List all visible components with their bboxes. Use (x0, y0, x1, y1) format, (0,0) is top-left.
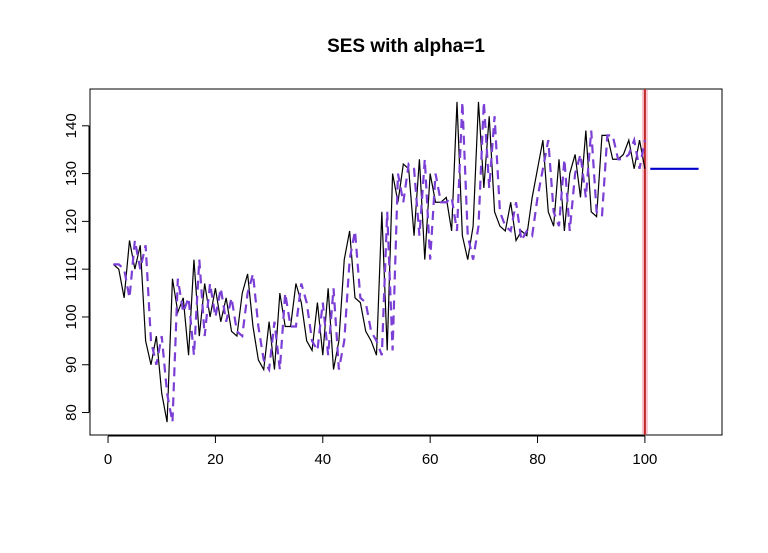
y-tick-label: 120 (63, 209, 80, 234)
y-tick-label: 110 (63, 257, 80, 281)
y-tick-label: 100 (63, 304, 80, 329)
y-tick-label: 80 (63, 404, 80, 421)
y-tick-label: 140 (63, 113, 80, 138)
chart-title: SES with alpha=1 (327, 36, 485, 57)
series-line (113, 101, 646, 423)
y-tick-label: 130 (63, 161, 80, 186)
x-tick-label: 100 (632, 451, 657, 468)
x-tick-label: 40 (314, 451, 331, 468)
plot-frame (89, 88, 723, 436)
series-line (113, 101, 646, 423)
x-tick-label: 80 (529, 451, 546, 468)
x-tick-label: 20 (207, 451, 224, 468)
y-tick-label: 90 (63, 356, 80, 373)
x-tick-label: 0 (104, 451, 112, 468)
x-tick-label: 60 (422, 451, 439, 468)
